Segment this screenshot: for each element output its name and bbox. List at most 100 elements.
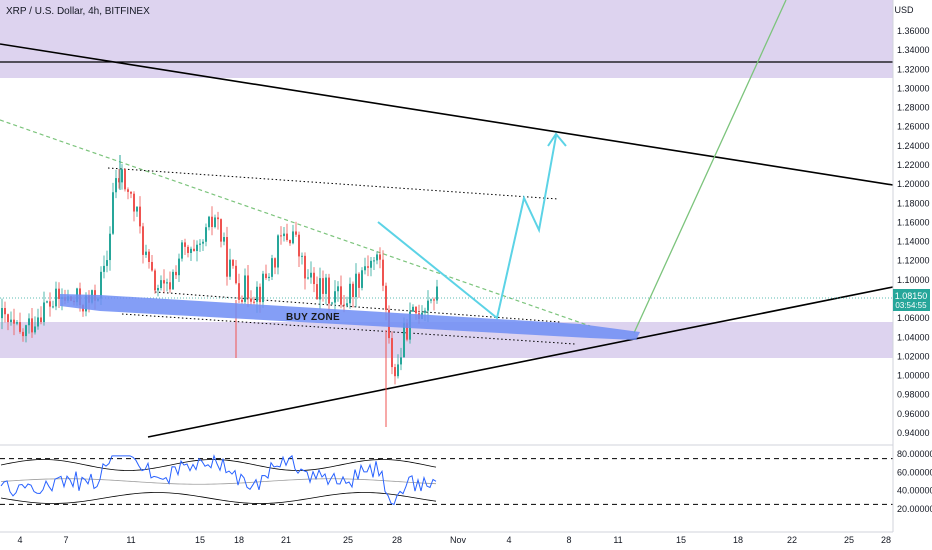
candle	[118, 178, 120, 183]
candle	[397, 364, 399, 377]
candle	[214, 217, 216, 228]
upper-zone	[0, 0, 893, 78]
candle	[115, 178, 117, 193]
osc-tick-label: 20.00000	[897, 504, 932, 514]
candle	[319, 278, 321, 300]
upper-trend-line	[0, 43, 894, 186]
candle	[334, 291, 336, 303]
candle	[253, 301, 255, 303]
dashed-green-trend-line	[0, 119, 591, 327]
x-tick-label: 15	[676, 535, 686, 545]
candle	[112, 192, 114, 234]
candle	[175, 271, 177, 276]
candle	[436, 286, 438, 301]
y-tick-label: 1.02000	[897, 351, 930, 361]
x-tick-label: 18	[733, 535, 743, 545]
green-projection-line	[633, 0, 787, 334]
candle	[271, 258, 273, 277]
candle	[367, 266, 369, 268]
candle	[400, 357, 402, 365]
x-tick-label: 28	[392, 535, 402, 545]
x-tick-label: Nov	[450, 535, 467, 545]
countdown-value: 03:54:55	[895, 301, 927, 310]
candle	[268, 276, 270, 279]
candle	[157, 288, 159, 291]
candle	[55, 288, 57, 307]
chart-title: XRP / U.S. Dollar, 4h, BITFINEX	[6, 6, 150, 17]
candle	[349, 283, 351, 304]
candle	[331, 302, 333, 304]
candle	[370, 260, 372, 268]
y-tick-label: 1.00000	[897, 371, 930, 381]
candle	[427, 300, 429, 311]
currency-label: USD	[894, 5, 914, 15]
candle	[277, 235, 279, 268]
candle	[103, 265, 105, 272]
candle	[286, 233, 288, 241]
x-tick-label: 15	[195, 535, 205, 545]
osc-line	[0, 454, 437, 506]
candle	[7, 314, 9, 323]
x-tick-label: 21	[281, 535, 291, 545]
candle	[124, 169, 126, 190]
candle	[406, 323, 408, 340]
candle	[301, 255, 303, 257]
candle	[355, 273, 357, 298]
candle	[238, 283, 240, 300]
candle	[19, 322, 21, 332]
candle	[130, 191, 132, 194]
candle	[391, 338, 393, 368]
candle	[364, 266, 366, 271]
candle	[283, 233, 285, 237]
candle	[403, 323, 405, 358]
candle	[172, 271, 174, 290]
candle	[43, 302, 45, 323]
candle	[229, 259, 231, 277]
x-tick-label: 7	[63, 535, 68, 545]
osc-mid-line	[0, 478, 437, 485]
candle	[307, 277, 309, 279]
oscillator-panel	[0, 444, 893, 506]
candle	[304, 255, 306, 279]
candle	[256, 286, 258, 302]
x-tick-label: 4	[506, 535, 511, 545]
candle	[322, 278, 324, 294]
candle	[154, 270, 156, 291]
candle	[196, 244, 198, 252]
candle	[295, 231, 297, 235]
buy-zone-band	[60, 294, 640, 340]
x-tick-label: 25	[844, 535, 854, 545]
candle	[139, 206, 141, 227]
candle	[340, 286, 342, 305]
candle	[133, 193, 135, 212]
candle	[316, 284, 318, 300]
osc-tick-label: 80.00000	[897, 449, 932, 459]
buy-zone-label: BUY ZONE	[286, 312, 340, 323]
candle	[148, 251, 150, 262]
x-tick-label: 11	[613, 535, 622, 545]
lower-trend-line	[147, 286, 894, 438]
candle	[247, 275, 249, 299]
candle	[100, 271, 102, 299]
x-tick-label: 8	[566, 535, 571, 545]
candle	[298, 234, 300, 257]
candle	[415, 306, 417, 314]
x-tick-label: 28	[881, 535, 891, 545]
candle	[337, 286, 339, 292]
y-tick-label: 1.34000	[897, 45, 930, 55]
candle	[376, 254, 378, 261]
candle	[250, 298, 252, 302]
osc-envelope-upper	[0, 459, 437, 471]
y-tick-label: 1.24000	[897, 141, 930, 151]
supply-demand-zones	[0, 0, 893, 358]
candle	[28, 318, 30, 326]
candle	[394, 367, 396, 377]
candle	[430, 299, 432, 301]
y-tick-label: 1.18000	[897, 198, 930, 208]
candle	[274, 258, 276, 268]
last-price-value: 1.08150	[895, 291, 928, 301]
candle	[352, 283, 354, 298]
candle	[34, 326, 36, 333]
candle	[193, 248, 195, 252]
